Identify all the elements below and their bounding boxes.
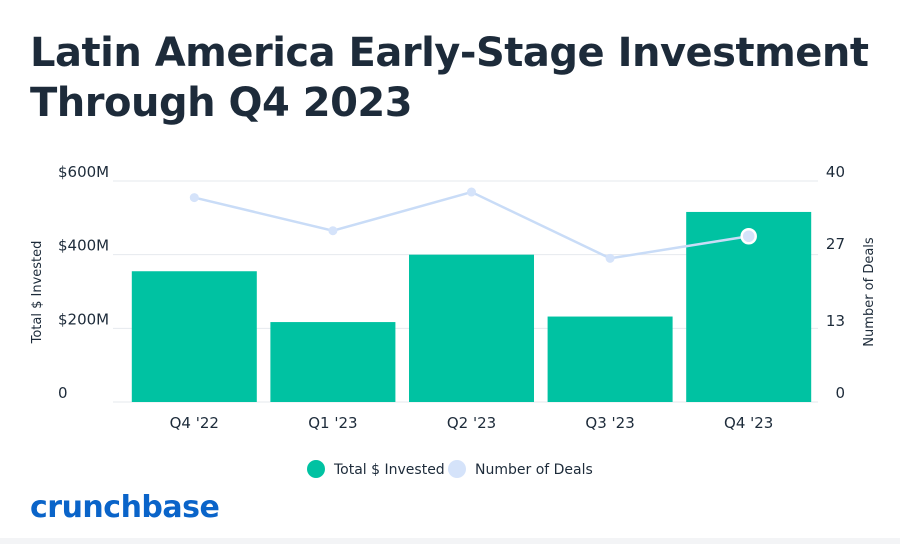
crunchbase-logo: crunchbase [30,490,220,525]
y-axis-title: Total $ Invested [30,241,45,345]
legend-swatch-deals [448,460,466,478]
bar [270,322,396,402]
y2-tick-label: 13 [826,312,845,330]
deals-point [467,187,476,197]
x-tick-label: Q3 '23 [585,414,634,432]
y2-tick-label: 0 [835,384,845,402]
y2-axis-title: Number of Deals [862,237,877,347]
y2-tick-label: 27 [826,235,845,253]
bar [547,316,673,402]
deals-point [189,193,199,203]
y-tick-label: $200M [58,310,109,328]
deals-point-highlight [740,228,757,245]
x-tick-label: Q4 '22 [170,414,219,432]
chart-title: Latin America Early-Stage Investment Thr… [30,30,869,126]
legend-label-deals: Number of Deals [475,462,593,478]
bar [409,254,534,402]
x-tick-label: Q1 '23 [308,414,357,432]
legend-swatch-invested [307,460,325,478]
deals-point [605,253,615,263]
y-tick-label: $400M [58,237,109,255]
y2-tick-label: 40 [826,163,845,181]
legend-label-invested: Total $ Invested [333,462,445,478]
deals-point [328,226,338,236]
deals-line [194,190,749,260]
x-tick-label: Q4 '23 [724,414,773,432]
bar [131,271,257,402]
x-tick-label: Q2 '23 [447,414,496,432]
y-tick-label: 0 [58,384,68,402]
y-tick-label: $600M [58,163,109,181]
footer-divider [0,538,900,544]
